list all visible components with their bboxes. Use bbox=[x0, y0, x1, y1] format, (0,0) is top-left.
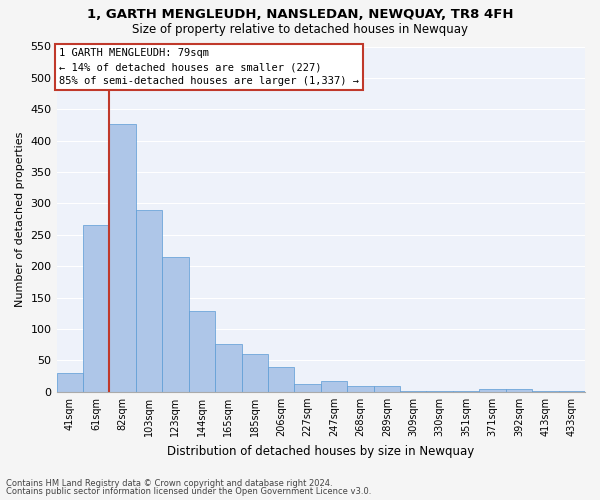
Text: Contains public sector information licensed under the Open Government Licence v3: Contains public sector information licen… bbox=[6, 487, 371, 496]
Bar bbox=[400, 390, 427, 392]
Bar bbox=[215, 344, 242, 392]
Bar bbox=[109, 124, 136, 392]
Bar bbox=[453, 390, 479, 392]
Bar bbox=[506, 388, 532, 392]
Bar bbox=[295, 384, 321, 392]
Bar bbox=[321, 381, 347, 392]
Bar bbox=[162, 257, 188, 392]
Text: 1, GARTH MENGLEUDH, NANSLEDAN, NEWQUAY, TR8 4FH: 1, GARTH MENGLEUDH, NANSLEDAN, NEWQUAY, … bbox=[87, 8, 513, 20]
Bar bbox=[56, 373, 83, 392]
Bar bbox=[479, 388, 506, 392]
Bar bbox=[268, 366, 295, 392]
Bar bbox=[242, 354, 268, 392]
Y-axis label: Number of detached properties: Number of detached properties bbox=[15, 132, 25, 307]
Bar bbox=[559, 390, 585, 392]
Bar bbox=[532, 390, 559, 392]
Bar bbox=[374, 386, 400, 392]
X-axis label: Distribution of detached houses by size in Newquay: Distribution of detached houses by size … bbox=[167, 444, 475, 458]
Text: 1 GARTH MENGLEUDH: 79sqm
← 14% of detached houses are smaller (227)
85% of semi-: 1 GARTH MENGLEUDH: 79sqm ← 14% of detach… bbox=[59, 48, 359, 86]
Bar bbox=[83, 226, 109, 392]
Bar bbox=[427, 390, 453, 392]
Text: Contains HM Land Registry data © Crown copyright and database right 2024.: Contains HM Land Registry data © Crown c… bbox=[6, 478, 332, 488]
Bar bbox=[347, 386, 374, 392]
Bar bbox=[188, 312, 215, 392]
Text: Size of property relative to detached houses in Newquay: Size of property relative to detached ho… bbox=[132, 22, 468, 36]
Bar bbox=[136, 210, 162, 392]
